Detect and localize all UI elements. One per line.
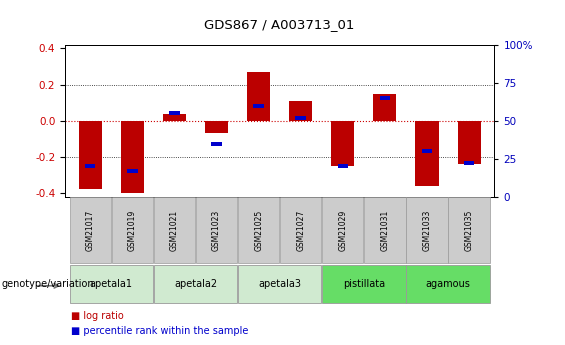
Text: ■ percentile rank within the sample: ■ percentile rank within the sample xyxy=(71,326,248,336)
Bar xyxy=(322,197,363,263)
Bar xyxy=(364,197,406,263)
Bar xyxy=(211,141,222,146)
Bar xyxy=(322,265,406,303)
Bar xyxy=(154,197,195,263)
Text: GSM21019: GSM21019 xyxy=(128,210,137,251)
Text: GSM21023: GSM21023 xyxy=(212,210,221,251)
Bar xyxy=(238,265,321,303)
Text: GSM21017: GSM21017 xyxy=(86,210,95,251)
Bar xyxy=(380,96,390,100)
Bar xyxy=(458,121,481,164)
Text: apetala2: apetala2 xyxy=(174,279,217,289)
Bar xyxy=(373,93,397,121)
Text: GSM21027: GSM21027 xyxy=(296,210,305,251)
Bar xyxy=(247,72,270,121)
Bar xyxy=(331,121,354,166)
Bar xyxy=(79,121,102,189)
Bar xyxy=(127,169,138,173)
Text: ■ log ratio: ■ log ratio xyxy=(71,311,123,321)
Bar xyxy=(154,265,237,303)
Text: GDS867 / A003713_01: GDS867 / A003713_01 xyxy=(205,18,355,31)
Bar xyxy=(196,197,237,263)
Text: GSM21033: GSM21033 xyxy=(423,210,432,251)
Bar xyxy=(169,111,180,115)
Bar xyxy=(238,197,279,263)
Text: GSM21029: GSM21029 xyxy=(338,210,347,251)
Bar xyxy=(280,197,321,263)
Bar xyxy=(69,265,153,303)
Bar xyxy=(449,197,490,263)
Bar xyxy=(69,197,111,263)
Bar xyxy=(205,121,228,134)
Bar xyxy=(121,121,144,193)
Text: genotype/variation: genotype/variation xyxy=(1,279,94,289)
Bar xyxy=(415,121,438,186)
Bar xyxy=(253,104,264,108)
Bar xyxy=(163,114,186,121)
Bar xyxy=(289,101,312,121)
Text: apetala3: apetala3 xyxy=(258,279,301,289)
Text: apetala1: apetala1 xyxy=(90,279,133,289)
Bar xyxy=(464,161,475,165)
Bar xyxy=(112,197,153,263)
Bar xyxy=(406,197,447,263)
Bar xyxy=(295,116,306,120)
Bar xyxy=(421,149,432,153)
Text: GSM21035: GSM21035 xyxy=(464,210,473,251)
Text: GSM21031: GSM21031 xyxy=(380,210,389,251)
Text: pistillata: pistillata xyxy=(343,279,385,289)
Text: GSM21021: GSM21021 xyxy=(170,210,179,251)
Bar xyxy=(85,164,95,168)
Text: agamous: agamous xyxy=(425,279,471,289)
Bar xyxy=(406,265,490,303)
Bar xyxy=(337,164,348,168)
Text: GSM21025: GSM21025 xyxy=(254,210,263,251)
